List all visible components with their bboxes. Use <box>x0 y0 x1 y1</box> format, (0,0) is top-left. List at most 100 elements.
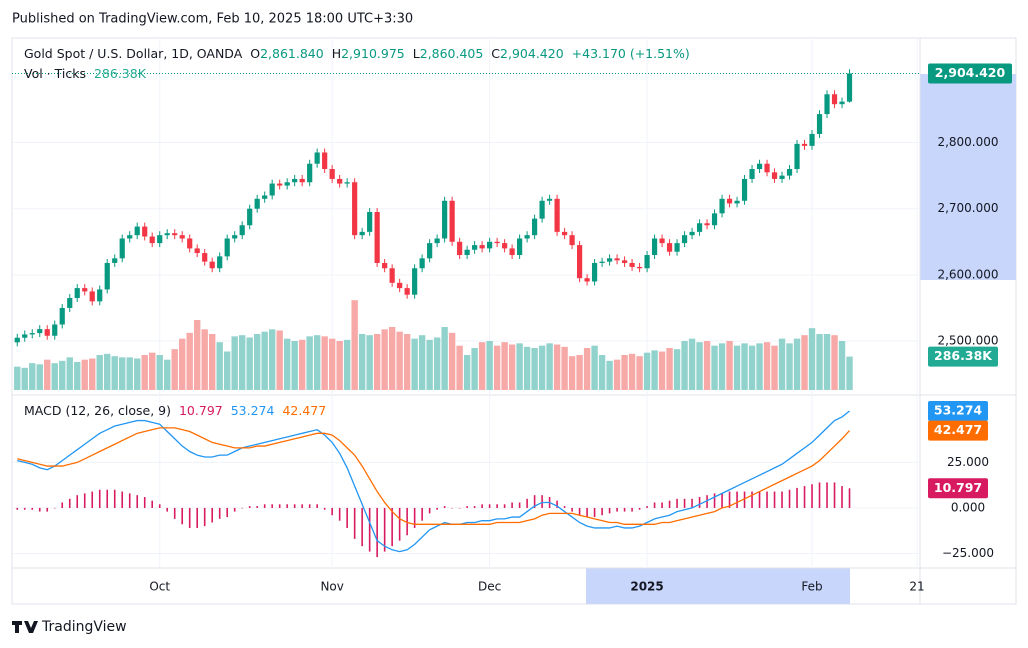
candle-body <box>576 245 583 279</box>
volume-bar <box>171 349 178 390</box>
candle-body <box>404 288 410 295</box>
candle-body <box>22 334 28 338</box>
candle-body <box>561 231 568 236</box>
macd-histogram-bar <box>53 507 56 509</box>
macd-histogram-bar <box>188 507 191 528</box>
macd-histogram-bar <box>533 495 536 508</box>
macd-histogram-bar <box>466 506 468 508</box>
candle-body <box>239 225 245 236</box>
legend-value: 2,861.840 <box>260 46 324 61</box>
volume-bar <box>786 343 793 390</box>
macd-histogram-bar <box>593 507 596 518</box>
macd-histogram-bar <box>556 500 558 508</box>
volume-bar <box>134 358 141 390</box>
macd-histogram-bar <box>181 507 184 525</box>
candle-body <box>472 245 478 250</box>
candle-body <box>134 226 140 236</box>
volume-bar <box>276 330 283 390</box>
macd-histogram-bar <box>421 507 423 521</box>
macd-histogram-bar <box>391 507 393 547</box>
macd-histogram-bar <box>781 491 783 508</box>
candle-body <box>284 182 290 186</box>
volume-bar <box>268 329 276 390</box>
volume-bar <box>366 335 373 390</box>
macd-badge-label: 53.274 <box>934 402 983 417</box>
macd-histogram-bar <box>766 491 768 508</box>
volume-badge <box>928 346 998 367</box>
volume-bar <box>51 363 58 390</box>
x-tick-label: 2025 <box>630 580 663 594</box>
candle-body <box>299 178 305 183</box>
candle-body <box>614 258 620 261</box>
volume-bar <box>741 343 748 390</box>
volume-bar <box>74 362 81 390</box>
volume-bar <box>771 345 778 390</box>
candle-body <box>457 241 463 256</box>
macd-histogram-bar <box>151 500 154 508</box>
volume-bar <box>441 327 448 390</box>
symbol-title: Gold Spot / U.S. Dollar, 1D, OANDA <box>24 46 243 61</box>
time-range-highlight <box>586 568 850 604</box>
volume-bar <box>508 344 516 390</box>
candle-body <box>157 235 163 244</box>
macd-hist-value: 10.797 <box>179 403 223 418</box>
candle-body <box>67 298 73 308</box>
volume-bar <box>763 342 771 390</box>
volume-bar <box>643 352 651 390</box>
macd-histogram-bar <box>361 507 363 547</box>
volume-bar <box>718 343 726 390</box>
candle-body <box>839 101 845 105</box>
volume-bar <box>381 329 388 390</box>
macd-histogram-bar <box>586 507 588 518</box>
macd-histogram-bar <box>818 482 821 508</box>
macd-histogram-bar <box>638 507 641 510</box>
plot-area: Oct Nov Dec 2025 Feb 21 2,500.000 2,600.000 2,70… <box>12 38 999 594</box>
macd-histogram-bar <box>758 491 761 508</box>
macd-histogram-bar <box>158 504 161 508</box>
candle-body <box>344 182 350 184</box>
macd-histogram-bar <box>106 489 109 508</box>
macd-histogram-bar <box>346 507 348 528</box>
candle-body <box>734 200 740 204</box>
macd-histogram-bar <box>511 502 513 508</box>
macd-histogram-bar <box>713 493 716 508</box>
volume-bar <box>516 343 523 390</box>
macd-histogram-bar <box>31 507 34 510</box>
candle-body <box>621 260 628 263</box>
macd-histogram-bar <box>166 507 169 512</box>
macd-histogram-bar <box>706 495 708 508</box>
volume-bar <box>486 341 493 390</box>
volume-bar <box>246 337 253 390</box>
volume-bar <box>576 355 583 390</box>
candle-body <box>809 133 815 146</box>
macd-histogram-bar <box>623 507 626 512</box>
volume-bar <box>418 335 426 390</box>
volume-bar <box>388 327 396 390</box>
macd-histogram-bar <box>23 507 26 510</box>
x-tick-label: Feb <box>801 580 822 594</box>
volume-bar <box>29 363 36 390</box>
volume-bar <box>44 359 51 390</box>
candle-body <box>569 235 575 246</box>
macd-histogram-bar <box>136 495 139 508</box>
candle-body <box>786 169 793 176</box>
volume-bar <box>553 344 561 390</box>
candle-body <box>374 212 380 263</box>
macd-histogram-bar <box>788 489 791 508</box>
macd-badge <box>928 400 988 421</box>
macd-histogram-bar <box>488 504 491 508</box>
macd-histogram-bar <box>833 482 836 508</box>
macd-histogram-bar <box>721 493 723 508</box>
macd-histogram-bar <box>91 491 94 508</box>
legend-value: 2,860.405 <box>420 46 484 61</box>
macd-histogram-bar <box>233 507 236 512</box>
macd-histogram-bar <box>323 507 326 510</box>
candle-body <box>314 152 320 164</box>
volume-bar <box>149 352 156 390</box>
volume-bar <box>223 351 231 390</box>
candle-body <box>97 289 103 302</box>
volume-bar <box>456 345 463 390</box>
macd-histogram-bar <box>736 491 738 508</box>
badges: 2,904.420 286.38K 10.797 53.274 42.477 <box>928 63 1012 499</box>
